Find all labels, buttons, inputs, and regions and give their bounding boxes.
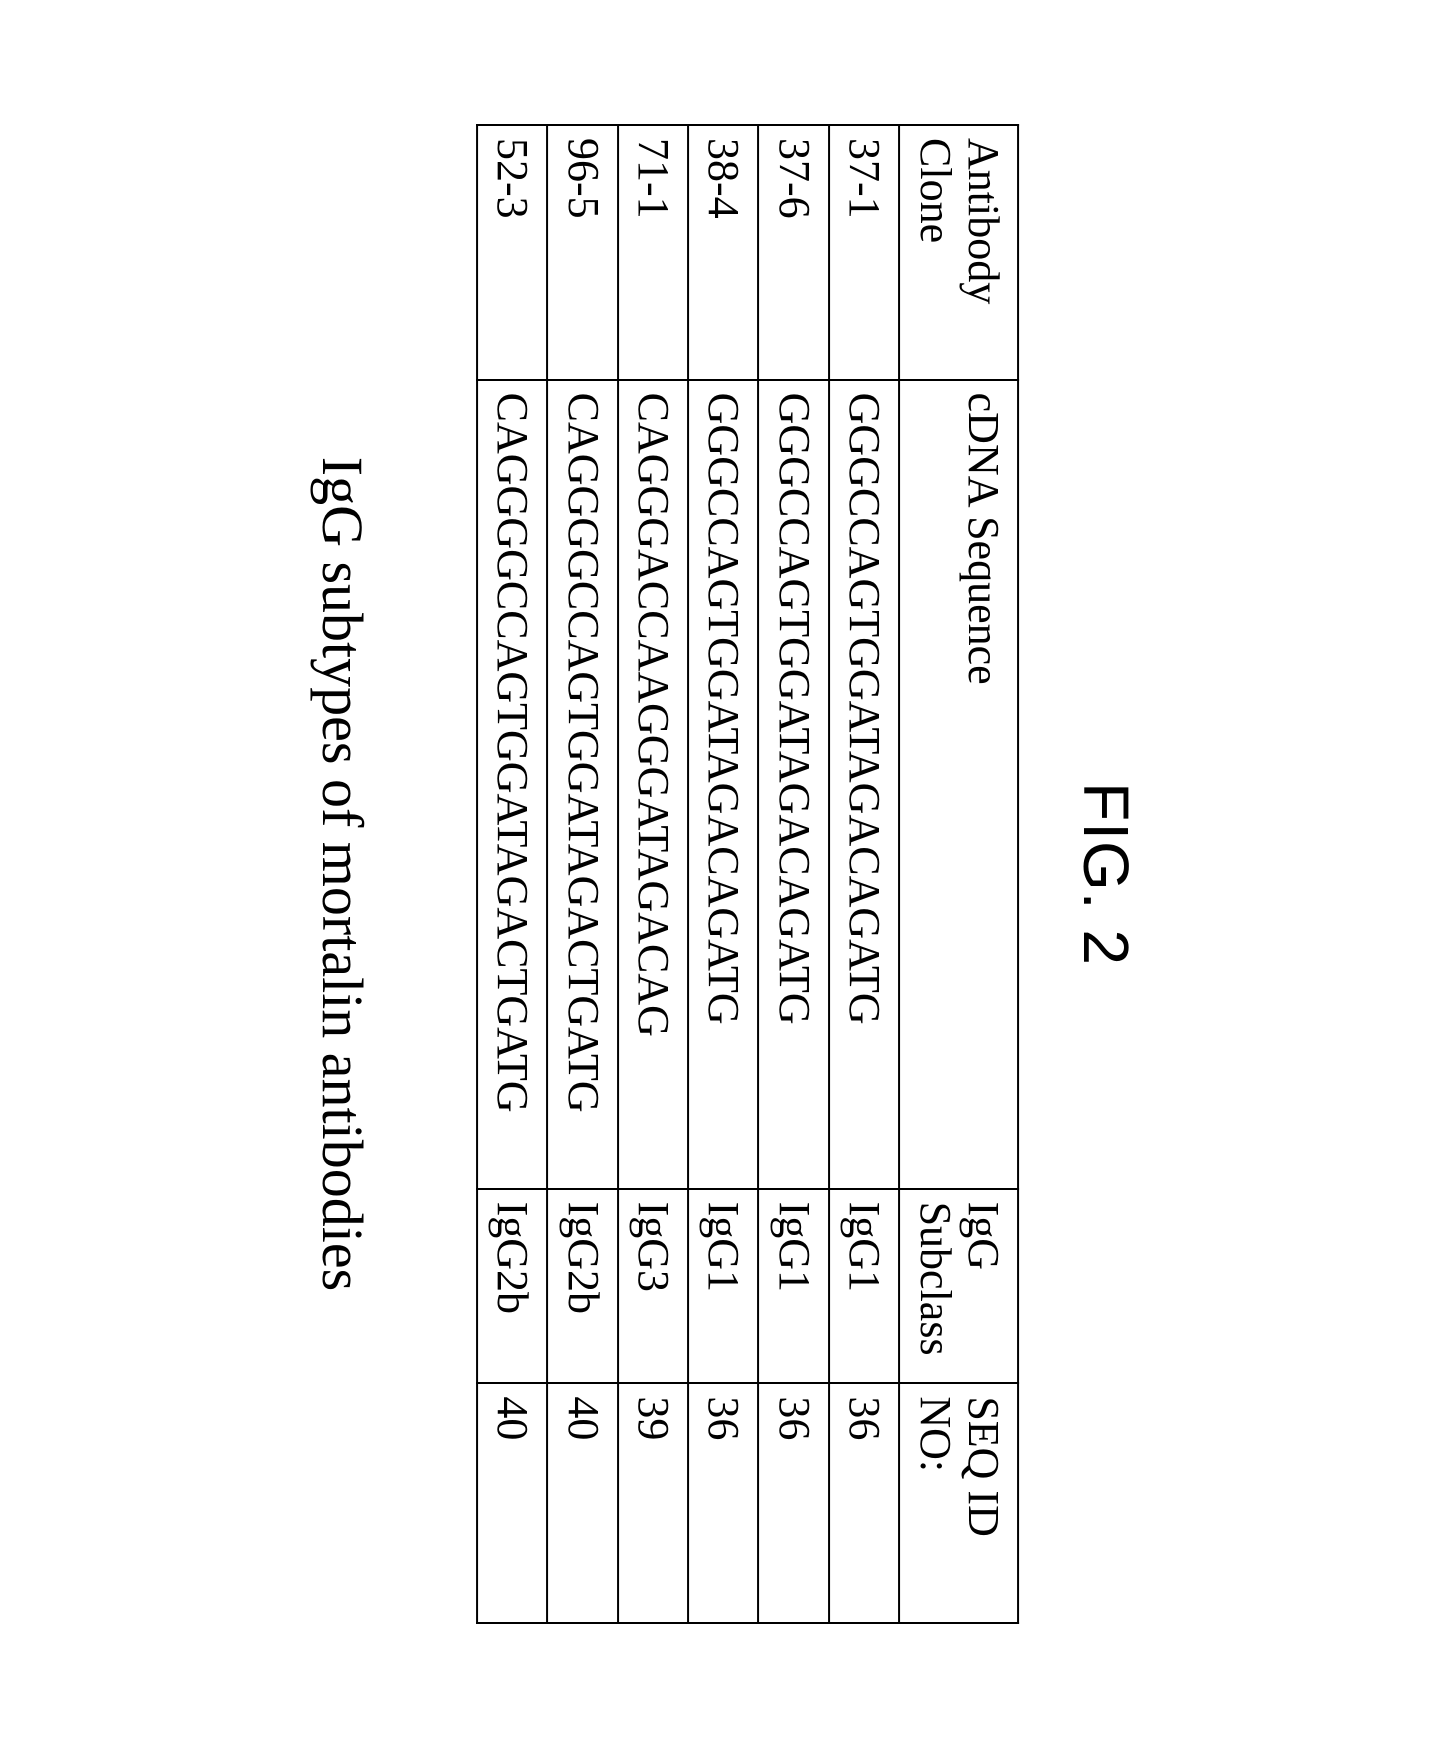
figure-caption: IgG subtypes of mortalin antibodies	[309, 124, 376, 1624]
cell-sequence: GGGCCAGTGGATAGACAGATG	[829, 380, 899, 1189]
cell-seqid: 36	[829, 1383, 899, 1623]
cell-sequence: GGGCCAGTGGATAGACAGATG	[759, 380, 829, 1189]
cell-sequence: CAGGGGCCAGTGGATAGACTGATG	[477, 380, 547, 1189]
cell-subclass: IgG3	[618, 1189, 688, 1384]
cell-seqid: 39	[618, 1383, 688, 1623]
cell-subclass: IgG1	[759, 1189, 829, 1384]
table-row: 71-1 CAGGGACCAAGGGATAGACAG IgG3 39	[618, 125, 688, 1623]
cell-clone: 37-6	[759, 125, 829, 380]
cell-subclass: IgG1	[829, 1189, 899, 1384]
table-body: 37-1 GGGCCAGTGGATAGACAGATG IgG1 36 37-6 …	[477, 125, 899, 1623]
cell-sequence: GGGCCAGTGGATAGACAGATG	[688, 380, 758, 1189]
table-row: 38-4 GGGCCAGTGGATAGACAGATG IgG1 36	[688, 125, 758, 1623]
cell-clone: 71-1	[618, 125, 688, 380]
cell-clone: 38-4	[688, 125, 758, 380]
antibody-table: Antibody Clone cDNA Sequence IgG Subclas…	[476, 124, 1019, 1624]
column-header-clone: Antibody Clone	[899, 125, 1018, 380]
column-header-seqid: SEQ ID NO:	[899, 1383, 1018, 1623]
table-row: 37-1 GGGCCAGTGGATAGACAGATG IgG1 36	[829, 125, 899, 1623]
cell-subclass: IgG2b	[477, 1189, 547, 1384]
figure-container: FIG. 2 Antibody Clone cDNA Sequence IgG …	[309, 124, 1143, 1624]
cell-sequence: CAGGGACCAAGGGATAGACAG	[618, 380, 688, 1189]
cell-seqid: 40	[477, 1383, 547, 1623]
cell-clone: 52-3	[477, 125, 547, 380]
cell-subclass: IgG2b	[547, 1189, 617, 1384]
table-row: 96-5 CAGGGGCCAGTGGATAGACTGATG IgG2b 40	[547, 125, 617, 1623]
cell-seqid: 36	[759, 1383, 829, 1623]
cell-seqid: 40	[547, 1383, 617, 1623]
cell-clone: 37-1	[829, 125, 899, 380]
table-row: 52-3 CAGGGGCCAGTGGATAGACTGATG IgG2b 40	[477, 125, 547, 1623]
cell-clone: 96-5	[547, 125, 617, 380]
table-row: 37-6 GGGCCAGTGGATAGACAGATG IgG1 36	[759, 125, 829, 1623]
cell-sequence: CAGGGGCCAGTGGATAGACTGATG	[547, 380, 617, 1189]
cell-seqid: 36	[688, 1383, 758, 1623]
figure-label: FIG. 2	[1069, 124, 1143, 1624]
column-header-subclass: IgG Subclass	[899, 1189, 1018, 1384]
column-header-sequence: cDNA Sequence	[899, 380, 1018, 1189]
table-header-row: Antibody Clone cDNA Sequence IgG Subclas…	[899, 125, 1018, 1623]
cell-subclass: IgG1	[688, 1189, 758, 1384]
